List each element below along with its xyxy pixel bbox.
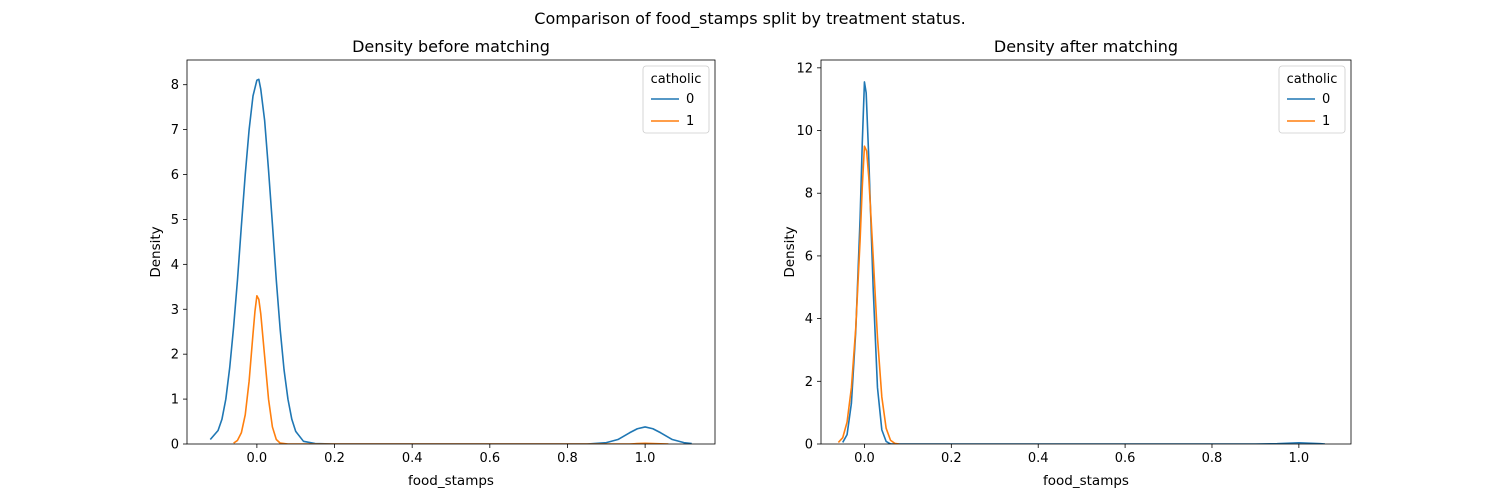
series-lines bbox=[837, 81, 1325, 444]
series-lines bbox=[209, 78, 692, 444]
figure-suptitle: Comparison of food_stamps split by treat… bbox=[534, 9, 965, 29]
y-tick-label: 8 bbox=[171, 78, 179, 93]
x-tick-label: 0.8 bbox=[1202, 451, 1223, 466]
y-tick-label: 0 bbox=[171, 438, 179, 453]
y-tick-label: 6 bbox=[171, 168, 179, 183]
y-tick-label: 4 bbox=[805, 312, 813, 327]
x-tick-label: 0.2 bbox=[941, 451, 962, 466]
y-tick-label: 7 bbox=[171, 123, 179, 138]
x-tick-label: 0.4 bbox=[1028, 451, 1049, 466]
x-tick-label: 0.4 bbox=[402, 451, 423, 466]
legend: catholic 0 1 bbox=[642, 65, 710, 134]
panel-after-matching: Density after matching 0.0 0.2 0.4 0.6 0.8 1.0… bbox=[782, 37, 1352, 489]
panel-title: Density before matching bbox=[352, 37, 550, 56]
legend-entry-catholic-1: 1 bbox=[686, 114, 694, 129]
x-tick-label: 0.0 bbox=[854, 451, 875, 466]
y-axis-label: Density bbox=[782, 226, 798, 277]
legend-entry-catholic-0: 0 bbox=[1322, 92, 1330, 107]
panel-before-matching: Density before matching 0.0 0.2 0.4 0.6 0.8 1.… bbox=[148, 37, 716, 489]
legend-entry-catholic-0: 0 bbox=[686, 92, 694, 107]
series-line-catholic-0 bbox=[209, 78, 692, 444]
plot-frame bbox=[820, 59, 1352, 445]
x-axis-label: food_stamps bbox=[1043, 473, 1129, 489]
y-tick-label: 12 bbox=[796, 61, 813, 76]
y-tick-label: 5 bbox=[171, 213, 179, 228]
y-tick-label: 4 bbox=[171, 258, 179, 273]
x-tick-label: 0.2 bbox=[324, 451, 345, 466]
x-tick-label: 0.6 bbox=[1115, 451, 1136, 466]
y-tick-label: 10 bbox=[796, 124, 813, 139]
panel-title: Density after matching bbox=[994, 37, 1178, 56]
y-tick-label: 2 bbox=[805, 375, 813, 390]
x-tick-label: 0.8 bbox=[557, 451, 578, 466]
legend-title: catholic bbox=[651, 72, 702, 87]
legend-entry-catholic-1: 1 bbox=[1322, 114, 1330, 129]
series-line-catholic-0 bbox=[842, 81, 1325, 444]
y-tick-label: 1 bbox=[171, 393, 179, 408]
plot-frame bbox=[186, 59, 716, 445]
series-line-catholic-1 bbox=[837, 145, 900, 444]
y-tick-label: 3 bbox=[171, 303, 179, 318]
x-tick-label: 1.0 bbox=[635, 451, 656, 466]
x-tick-label: 0.6 bbox=[479, 451, 500, 466]
x-tick-label: 1.0 bbox=[1289, 451, 1310, 466]
x-tick-label: 0.0 bbox=[247, 451, 268, 466]
y-tick-label: 8 bbox=[805, 187, 813, 202]
y-tick-label: 0 bbox=[805, 438, 813, 453]
series-line-catholic-1 bbox=[233, 294, 669, 444]
y-tick-label: 2 bbox=[171, 348, 179, 363]
y-tick-label: 6 bbox=[805, 249, 813, 264]
x-axis-label: food_stamps bbox=[408, 473, 494, 489]
legend: catholic 0 1 bbox=[1278, 65, 1346, 134]
legend-title: catholic bbox=[1287, 72, 1338, 87]
y-axis-label: Density bbox=[148, 226, 164, 277]
